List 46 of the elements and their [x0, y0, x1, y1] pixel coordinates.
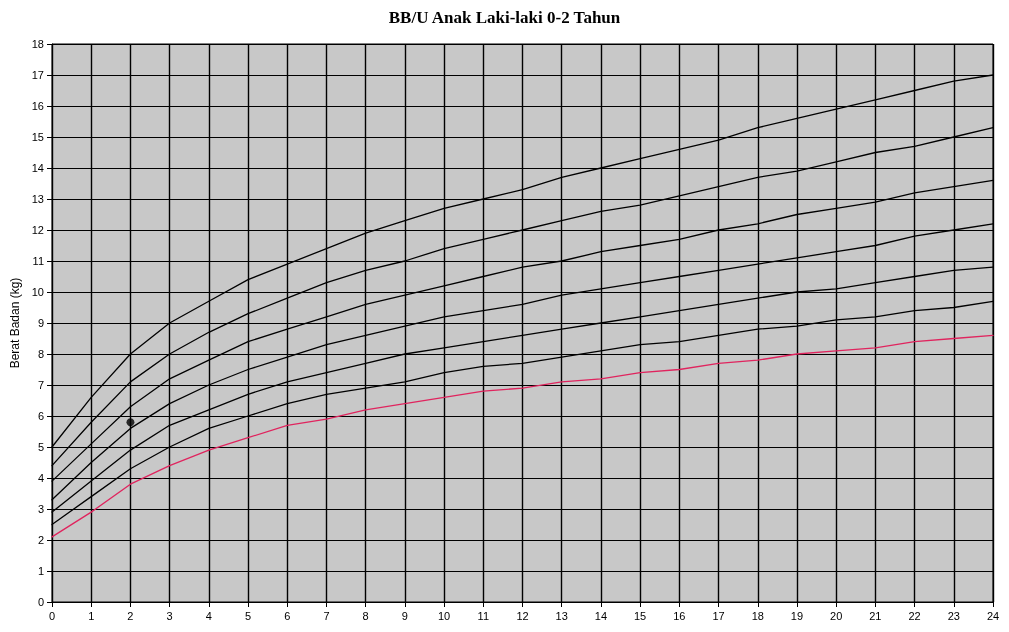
- y-tick-label: 7: [37, 379, 44, 391]
- x-tick-label: 21: [869, 609, 882, 622]
- x-tick-label: 14: [594, 609, 608, 622]
- chart-title: BB/U Anak Laki-laki 0-2 Tahun: [388, 8, 621, 27]
- y-tick-label: 14: [31, 162, 44, 174]
- x-tick-label: 24: [986, 609, 1000, 622]
- x-tick-label: 11: [477, 609, 489, 622]
- y-tick-label: 4: [37, 472, 44, 484]
- y-tick-label: 3: [37, 503, 44, 515]
- x-tick-label: 5: [244, 609, 252, 622]
- y-tick-label: 16: [31, 100, 44, 112]
- x-tick-label: 3: [166, 609, 173, 622]
- y-tick-label: 17: [31, 69, 44, 81]
- y-tick-label: 10: [31, 286, 44, 298]
- x-tick-label: 16: [673, 609, 686, 622]
- x-tick-label: 8: [362, 609, 369, 622]
- x-tick-label: 17: [712, 609, 725, 622]
- x-tick-label: 6: [284, 609, 291, 622]
- x-tick-label: 18: [751, 609, 764, 622]
- x-tick-label: 23: [947, 609, 960, 622]
- y-tick-label: 18: [31, 38, 44, 50]
- y-tick-label: 11: [32, 255, 44, 267]
- y-tick-label: 2: [37, 534, 44, 546]
- y-tick-label: 13: [31, 193, 44, 205]
- y-tick-label: 1: [37, 565, 44, 577]
- x-tick-label: 20: [830, 609, 843, 622]
- x-tick-label: 10: [437, 609, 451, 622]
- x-tick-label: 12: [516, 609, 529, 622]
- y-tick-label: 6: [37, 410, 44, 422]
- x-tick-label: 19: [790, 609, 804, 622]
- y-tick-label: 5: [37, 441, 44, 453]
- y-tick-label: 9: [37, 317, 44, 329]
- y-tick-label: 8: [37, 348, 44, 360]
- y-axis-title: Berat Badan (kg): [7, 277, 22, 369]
- x-tick-label: 7: [323, 609, 330, 622]
- x-tick-label: 22: [908, 609, 921, 622]
- x-tick-label: 15: [634, 609, 647, 622]
- y-tick-label: 0: [37, 596, 44, 608]
- x-tick-label: 13: [555, 609, 568, 622]
- x-tick-label: 9: [401, 609, 408, 622]
- x-tick-label: 2: [127, 609, 134, 622]
- y-tick-label: 12: [31, 224, 44, 236]
- y-tick-label: 15: [31, 131, 44, 143]
- x-tick-label: 4: [205, 609, 212, 622]
- x-tick-label: 0: [48, 609, 56, 622]
- x-tick-label: 1: [88, 609, 95, 622]
